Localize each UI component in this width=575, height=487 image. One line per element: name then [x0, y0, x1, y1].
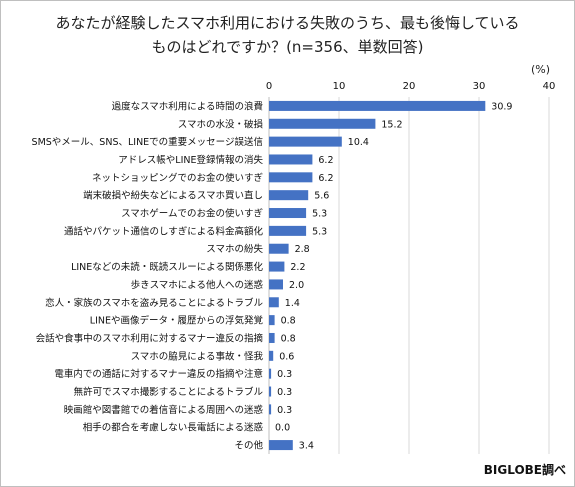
value-label: 0.8	[281, 316, 296, 327]
bar	[269, 350, 274, 361]
bar	[269, 208, 307, 219]
chart-title-line2: ものはどれですか？(n=356、単数回答)	[151, 38, 424, 56]
bar	[269, 172, 313, 183]
bar	[269, 404, 272, 415]
category-label: 無許可でスマホ撮影することによるトラブル	[74, 386, 264, 398]
value-label: 2.0	[289, 280, 304, 291]
x-tick-label: 40	[543, 81, 556, 92]
category-label: LINEや画像データ・履歴からの浮気発覚	[90, 315, 264, 327]
category-label: LINEなどの未読・既読スルーによる関係悪化	[71, 261, 263, 273]
category-label: 端末破損や紛失などによるスマホ買い直し	[83, 190, 263, 202]
x-tick-label: 20	[403, 81, 416, 92]
category-label: スマホの脇見による事故・怪我	[131, 350, 264, 362]
category-label: 電車内での通話に対するマナー違反の指摘や注意	[54, 368, 263, 380]
value-label: 2.2	[290, 262, 305, 273]
x-tick-label: 0	[266, 81, 272, 92]
value-label: 5.3	[312, 209, 327, 220]
category-label: その他	[234, 440, 263, 452]
category-label: 映画館や図書館での着信音による周囲への迷惑	[64, 404, 264, 416]
value-label: 5.6	[314, 191, 329, 202]
category-label: スマホゲームでのお金の使いすぎ	[121, 208, 263, 220]
value-label: 0.6	[279, 351, 294, 362]
bar	[269, 100, 486, 111]
bar	[269, 440, 293, 451]
value-label: 1.4	[285, 298, 300, 309]
value-label: 0.3	[277, 387, 292, 398]
bar	[269, 332, 275, 343]
value-label: 6.2	[318, 173, 333, 184]
value-label: 0.3	[277, 369, 292, 380]
value-label: 6.2	[318, 155, 333, 166]
bar	[269, 261, 285, 272]
value-label: 5.3	[312, 226, 327, 237]
value-label: 0.3	[277, 405, 292, 416]
chart-title: あなたが経験したスマホ利用における失敗のうち、最も後悔している ものはどれですか…	[1, 11, 574, 59]
value-label: 10.4	[348, 137, 369, 148]
x-tick-label: 10	[333, 81, 346, 92]
bar	[269, 386, 272, 397]
bar	[269, 315, 275, 326]
category-label: 歩きスマホによる他人への迷惑	[131, 279, 264, 291]
category-label: スマホの水没・破損	[178, 118, 264, 130]
bar	[269, 190, 309, 201]
bar	[269, 118, 376, 129]
bar	[269, 368, 272, 379]
category-label: 会話や食事中のスマホ利用に対するマナー違反の指摘	[36, 332, 264, 344]
unit-label: (%)	[531, 63, 551, 76]
category-label: 過度なスマホ利用による時間の浪費	[112, 100, 263, 112]
category-label: 相手の都合を考慮しない長電話による迷惑	[83, 422, 264, 434]
bar	[269, 297, 279, 308]
bar	[269, 154, 313, 165]
category-label: 恋人・家族のスマホを盗み見ることによるトラブル	[45, 297, 263, 309]
category-label: アドレス帳やLINE登録情報の消失	[118, 154, 263, 166]
value-label: 30.9	[491, 101, 512, 112]
chart-title-line1: あなたが経験したスマホ利用における失敗のうち、最も後悔している	[55, 14, 520, 32]
bar	[269, 243, 289, 254]
bar	[269, 279, 283, 290]
value-label: 3.4	[299, 441, 314, 452]
bar	[269, 225, 307, 236]
category-label: SMSやメール、SNS、LINEでの重要メッセージ誤送信	[32, 136, 263, 148]
value-label: 2.8	[295, 244, 310, 255]
value-label: 15.2	[381, 119, 402, 130]
x-tick-label: 30	[473, 81, 486, 92]
value-label: 0.0	[275, 423, 290, 434]
source-label: BIGLOBE調べ	[483, 463, 566, 477]
category-label: 通話やパケット通信のしすぎによる料金高額化	[64, 225, 264, 237]
value-label: 0.8	[281, 333, 296, 344]
category-label: スマホの紛失	[206, 243, 263, 255]
bar	[269, 136, 342, 147]
category-label: ネットショッピングでのお金の使いすぎ	[92, 172, 264, 184]
